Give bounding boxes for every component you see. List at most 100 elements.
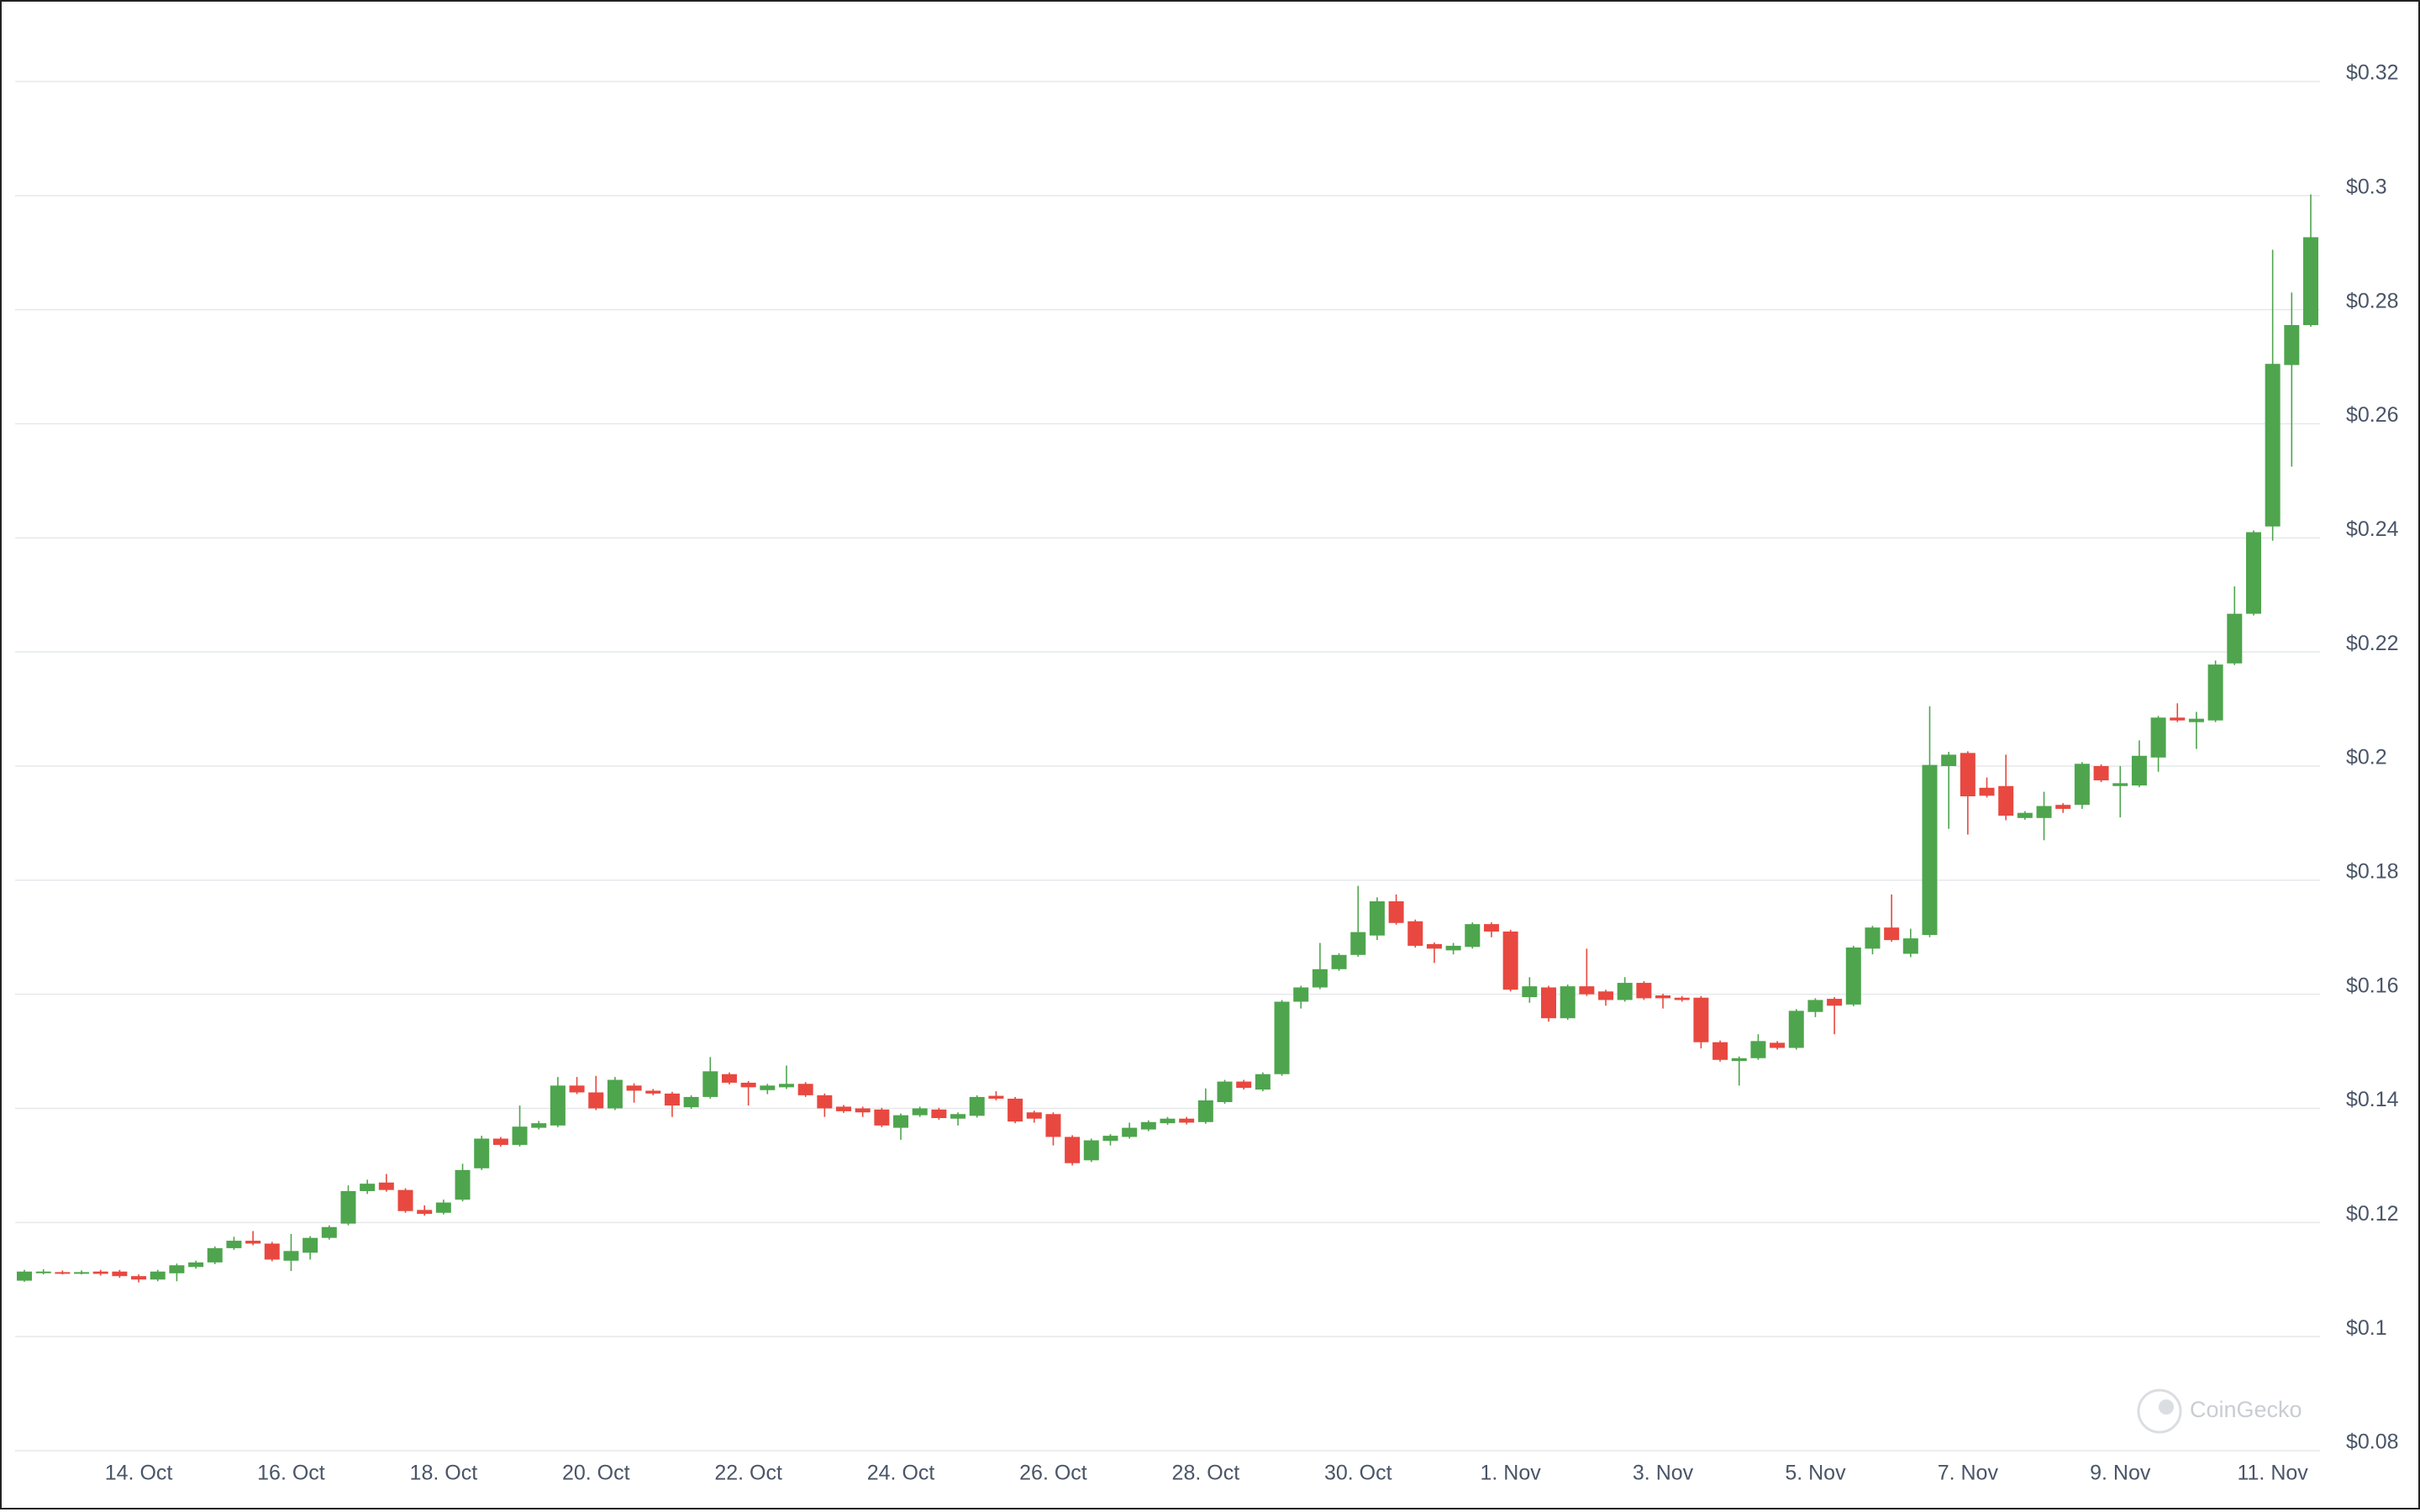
y-tick-label: $0.08 (2346, 1431, 2399, 1454)
candle-body (1770, 1042, 1786, 1048)
candle-body (35, 1271, 51, 1273)
candle-body (531, 1123, 547, 1128)
candle-body (2207, 664, 2223, 721)
candle-body (435, 1202, 451, 1213)
candle-body (1922, 764, 1938, 936)
y-tick-label: $0.12 (2346, 1202, 2399, 1226)
x-tick-label: 5. Nov (1785, 1462, 1846, 1485)
candle-body (683, 1096, 699, 1108)
candle-body (1750, 1041, 1766, 1058)
candle-body (1426, 943, 1442, 949)
candle-body (55, 1272, 71, 1274)
candle-body (1693, 997, 1709, 1042)
candle-body (874, 1109, 890, 1126)
candle-body (1731, 1058, 1747, 1062)
candle-body (2265, 364, 2281, 527)
candle-body (1407, 921, 1423, 946)
x-tick-label: 7. Nov (1938, 1462, 1999, 1485)
candle-body (1045, 1114, 1061, 1137)
candle-body (2112, 783, 2128, 786)
y-tick-label: $0.18 (2346, 859, 2399, 883)
candle-body (397, 1189, 413, 1211)
candle-body (1312, 969, 1328, 988)
candle-body (1560, 986, 1576, 1019)
candle-body (1712, 1042, 1728, 1060)
candle-body (169, 1265, 185, 1273)
candle-body (1369, 900, 1385, 936)
candle-body (760, 1085, 776, 1090)
x-tick-label: 24. Oct (867, 1462, 935, 1485)
candle-body (2055, 805, 2071, 809)
candle-body (455, 1169, 471, 1200)
candle-body (360, 1184, 376, 1191)
candle-body (207, 1247, 223, 1263)
x-tick-label: 11. Nov (2237, 1462, 2308, 1485)
candle-body (645, 1090, 661, 1094)
candle-body (1941, 754, 1957, 766)
x-tick-label: 28. Oct (1172, 1462, 1240, 1485)
candle-body (226, 1241, 242, 1248)
watermark-logo-eye (2159, 1399, 2174, 1415)
candle-body (950, 1114, 966, 1119)
candle-body (2036, 806, 2052, 818)
x-tick-label: 18. Oct (410, 1462, 478, 1485)
candle-body (378, 1182, 394, 1190)
candle-body (1465, 924, 1481, 948)
candle-body (569, 1085, 585, 1093)
candle-body (2245, 532, 2261, 614)
y-tick-label: $0.3 (2346, 175, 2387, 198)
candle-body (1845, 947, 1861, 1005)
candle-body (893, 1115, 909, 1128)
x-tick-label: 1. Nov (1481, 1462, 1542, 1485)
candle-body (1617, 983, 1633, 1000)
candle-body (1445, 945, 1461, 951)
candle-body (340, 1190, 356, 1224)
candle-body (1865, 927, 1881, 949)
candle-body (1197, 1100, 1213, 1122)
candle-body (721, 1074, 737, 1083)
candle-body (112, 1271, 128, 1277)
candle-body (492, 1138, 508, 1145)
candle-body (2303, 237, 2318, 326)
candle-body (512, 1126, 528, 1145)
candle-body (607, 1079, 623, 1109)
candle-body (1502, 931, 1518, 990)
candle-body (1140, 1121, 1156, 1130)
candle-body (74, 1272, 90, 1274)
y-tick-label: $0.24 (2346, 517, 2399, 541)
candle-body (2074, 764, 2090, 806)
candle-body (1998, 785, 2014, 816)
candle-body (1884, 927, 1900, 941)
candle-body (1579, 986, 1595, 995)
candle-body (855, 1108, 871, 1113)
candle-body (797, 1084, 813, 1095)
watermark-logo (2137, 1389, 2182, 1434)
candle-body (2227, 613, 2243, 664)
candle-body (1217, 1081, 1233, 1103)
candle-body (2284, 325, 2300, 365)
candle-body (188, 1262, 204, 1268)
y-tick-label: $0.1 (2346, 1316, 2387, 1340)
candle-body (588, 1092, 604, 1109)
candle-body (1788, 1011, 1804, 1048)
candle-body (2188, 718, 2204, 722)
candle-body (1331, 954, 1347, 969)
candle-body (626, 1085, 642, 1091)
x-tick-label: 16. Oct (257, 1462, 325, 1485)
candle-body (1236, 1081, 1252, 1089)
x-tick-label: 30. Oct (1324, 1462, 1392, 1485)
candle-body (2093, 766, 2109, 780)
y-tick-label: $0.28 (2346, 289, 2399, 312)
candle-body (1674, 997, 1690, 1000)
candle-body (92, 1271, 108, 1274)
candle-body (1007, 1098, 1023, 1122)
candle-body (988, 1095, 1004, 1099)
y-tick-label: $0.22 (2346, 632, 2399, 655)
y-tick-label: $0.2 (2346, 746, 2387, 769)
candle-body (417, 1210, 433, 1215)
candle-body (836, 1106, 852, 1111)
candle-body (702, 1071, 718, 1097)
